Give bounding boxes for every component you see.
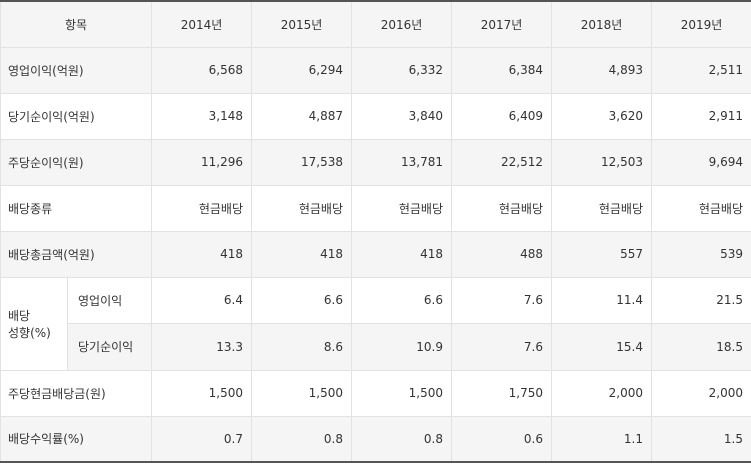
cell-value: 11,296 xyxy=(151,138,252,186)
header-year: 2016년 xyxy=(351,0,452,48)
row-label: 배당종류 xyxy=(0,184,152,232)
cell-value: 1,500 xyxy=(251,369,352,417)
cell-value: 13,781 xyxy=(351,138,452,186)
cell-value: 2,911 xyxy=(651,92,751,140)
cell-value: 현금배당 xyxy=(251,184,352,232)
cell-value: 1.1 xyxy=(551,415,652,463)
table-row-operating-profit: 영업이익(억원) 6,568 6,294 6,332 6,384 4,893 2… xyxy=(0,46,751,94)
row-label: 배당수익률(%) xyxy=(0,415,152,463)
cell-value: 6.6 xyxy=(351,276,452,324)
cell-value: 1.5 xyxy=(651,415,751,463)
cell-value: 6.4 xyxy=(151,276,252,324)
table-row-payout-operating: 배당 성향(%) 영업이익 당기순이익 6.4 6.6 6.6 7.6 11.4… xyxy=(0,276,751,371)
cell-value: 12,503 xyxy=(551,138,652,186)
cell-value: 현금배당 xyxy=(151,184,252,232)
cell-value: 18.5 xyxy=(651,323,751,371)
table-row-net-income: 당기순이익(억원) 3,148 4,887 3,840 6,409 3,620 … xyxy=(0,92,751,140)
cell-value: 0.6 xyxy=(451,415,552,463)
table-row-dividend-type: 배당종류 현금배당 현금배당 현금배당 현금배당 현금배당 현금배당 xyxy=(0,184,751,232)
payout-group-label-line2: 성향(%) xyxy=(8,325,51,340)
cell-value: 10.9 xyxy=(351,323,452,371)
cell-value: 2,000 xyxy=(551,369,652,417)
table-row-dps: 주당현금배당금(원) 1,500 1,500 1,500 1,750 2,000… xyxy=(0,369,751,417)
cell-value: 3,148 xyxy=(151,92,252,140)
header-item: 항목 xyxy=(0,0,152,48)
table-row-eps: 주당순이익(원) 11,296 17,538 13,781 22,512 12,… xyxy=(0,138,751,186)
cell-value: 13.3 xyxy=(151,323,252,371)
cell-value: 6,384 xyxy=(451,46,552,94)
cell-value: 418 xyxy=(151,230,252,278)
cell-value: 1,500 xyxy=(351,369,452,417)
cell-value: 539 xyxy=(651,230,751,278)
cell-value: 1,500 xyxy=(151,369,252,417)
header-year: 2015년 xyxy=(251,0,352,48)
table-row-dividend-yield: 배당수익률(%) 0.7 0.8 0.8 0.6 1.1 1.5 xyxy=(0,415,751,463)
cell-value: 418 xyxy=(351,230,452,278)
cell-value: 21.5 xyxy=(651,276,751,324)
table-row-total-dividend: 배당총금액(억원) 418 418 418 488 557 539 xyxy=(0,230,751,278)
table-row-payout-net: 13.3 8.6 10.9 7.6 15.4 18.5 xyxy=(1,323,751,371)
cell-value: 488 xyxy=(451,230,552,278)
header-year: 2014년 xyxy=(151,0,252,48)
row-label: 주당순이익(원) xyxy=(0,138,152,186)
cell-value: 557 xyxy=(551,230,652,278)
row-label: 주당현금배당금(원) xyxy=(0,369,152,417)
header-year: 2019년 xyxy=(651,0,751,48)
header-year: 2017년 xyxy=(451,0,552,48)
payout-group-label-line1: 배당 xyxy=(8,308,31,323)
cell-value: 22,512 xyxy=(451,138,552,186)
cell-value: 4,893 xyxy=(551,46,652,94)
cell-value: 현금배당 xyxy=(351,184,452,232)
row-label: 당기순이익(억원) xyxy=(0,92,152,140)
cell-value: 11.4 xyxy=(551,276,652,324)
cell-value: 0.8 xyxy=(351,415,452,463)
cell-value: 6,568 xyxy=(151,46,252,94)
cell-value: 9,694 xyxy=(651,138,751,186)
payout-sub-label-net: 당기순이익 xyxy=(68,323,151,370)
header-row: 항목 2014년 2015년 2016년 2017년 2018년 2019년 xyxy=(0,0,751,48)
cell-value: 현금배당 xyxy=(551,184,652,232)
cell-value: 7.6 xyxy=(451,276,552,324)
cell-value: 8.6 xyxy=(251,323,352,371)
cell-value: 15.4 xyxy=(551,323,652,371)
cell-value: 6.6 xyxy=(251,276,352,324)
cell-value: 2,000 xyxy=(651,369,751,417)
header-year: 2018년 xyxy=(551,0,652,48)
cell-value: 2,511 xyxy=(651,46,751,94)
row-label: 배당총금액(억원) xyxy=(0,230,152,278)
payout-group-cell: 배당 성향(%) 영업이익 당기순이익 xyxy=(0,276,152,371)
cell-value: 7.6 xyxy=(451,323,552,371)
cell-value: 6,409 xyxy=(451,92,552,140)
cell-value: 17,538 xyxy=(251,138,352,186)
cell-value: 6,332 xyxy=(351,46,452,94)
cell-value: 0.7 xyxy=(151,415,252,463)
cell-value: 4,887 xyxy=(251,92,352,140)
payout-sub-label-operating: 영업이익 xyxy=(68,278,151,324)
row-label: 영업이익(억원) xyxy=(0,46,152,94)
cell-value: 6,294 xyxy=(251,46,352,94)
cell-value: 현금배당 xyxy=(651,184,751,232)
payout-group-label: 배당 성향(%) xyxy=(1,277,68,370)
cell-value: 3,620 xyxy=(551,92,652,140)
cell-value: 418 xyxy=(251,230,352,278)
cell-value: 현금배당 xyxy=(451,184,552,232)
cell-value: 1,750 xyxy=(451,369,552,417)
cell-value: 0.8 xyxy=(251,415,352,463)
cell-value: 3,840 xyxy=(351,92,452,140)
